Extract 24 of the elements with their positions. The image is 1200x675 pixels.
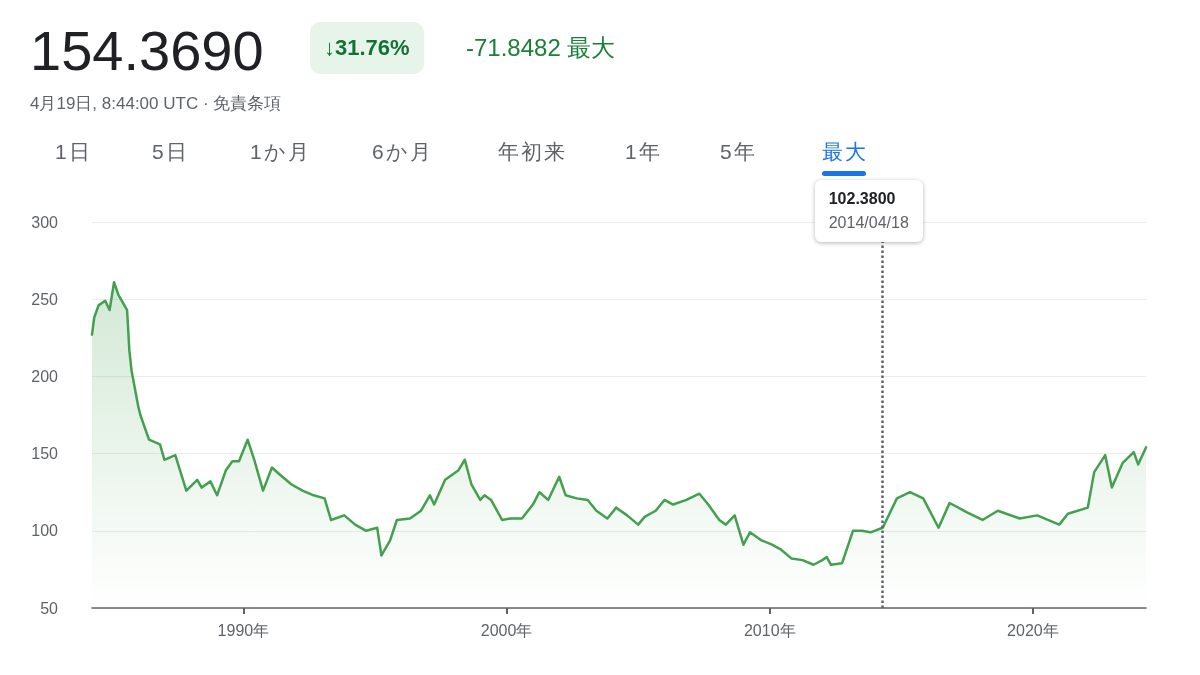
- x-tick-label: 1990年: [217, 621, 270, 639]
- x-tick-label: 2000年: [480, 621, 533, 639]
- y-tick-label: 100: [31, 522, 59, 540]
- y-tick-label: 250: [31, 290, 59, 308]
- x-tick-label: 2020年: [1007, 621, 1059, 639]
- ref-line-label: 2014/04/18: [828, 214, 909, 232]
- text: ↓31.76%: [310, 22, 424, 74]
- text: 6か月: [372, 139, 433, 165]
- y-tick-label: 150: [31, 445, 59, 463]
- text: 1年: [625, 139, 662, 165]
- text: 5日: [152, 139, 189, 165]
- text: 5年: [720, 139, 757, 165]
- chart-subtitle: 4月19日, 8:44:00 UTC · 免責条項: [30, 93, 282, 115]
- x-tick-label: 2010年: [743, 621, 796, 639]
- text: 102.3800: [828, 190, 897, 208]
- chart-title: 154.3690: [30, 18, 264, 83]
- y-tick-label: 300: [31, 213, 59, 231]
- text: 1か月: [250, 139, 311, 165]
- text: 最大: [822, 138, 868, 166]
- y-tick-label: 50: [40, 599, 59, 617]
- text: -71.8482 最大: [466, 33, 616, 63]
- text: 年初来: [498, 139, 567, 165]
- text: 1日: [55, 139, 92, 165]
- y-tick-label: 200: [31, 367, 59, 385]
